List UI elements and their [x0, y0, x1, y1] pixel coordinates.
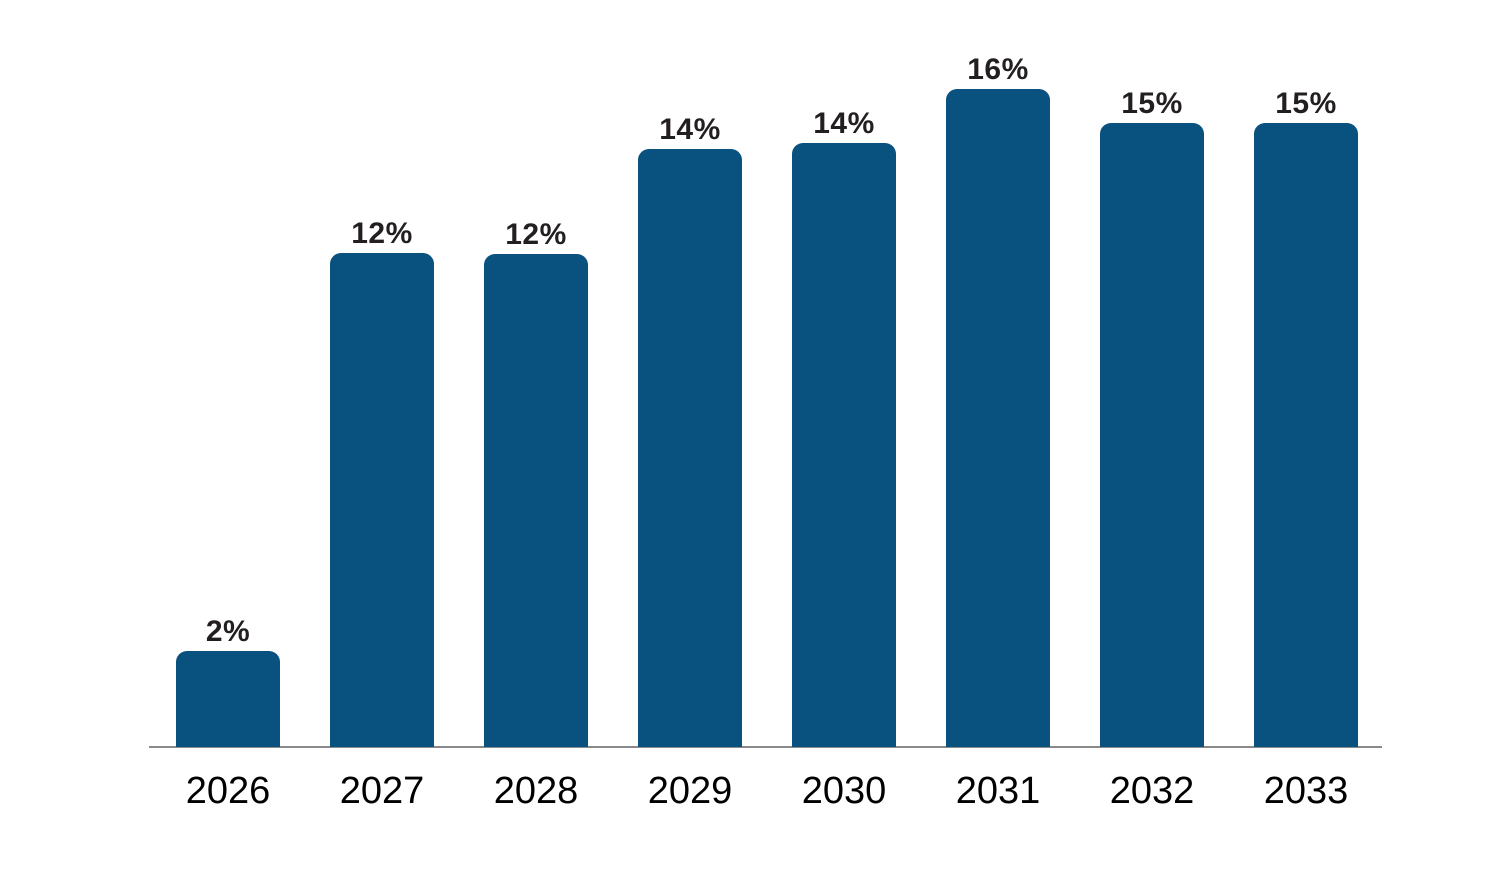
bar [792, 143, 896, 747]
x-axis-tick-label: 2030 [801, 770, 887, 812]
bar [176, 651, 280, 747]
bar-value-label: 12% [505, 218, 567, 251]
bar [1254, 123, 1358, 747]
bar-value-label: 2% [205, 615, 251, 648]
x-axis-tick-label: 2027 [339, 770, 425, 812]
x-axis-tick-label: 2029 [647, 770, 733, 812]
x-axis-tick-label: 2033 [1263, 770, 1349, 812]
x-axis-line [149, 746, 1382, 748]
bar [330, 253, 434, 747]
bar-value-label: 14% [813, 107, 875, 140]
x-axis-tick-label: 2028 [493, 770, 579, 812]
bar-value-label: 15% [1121, 87, 1183, 120]
x-axis-tick-label: 2032 [1109, 770, 1195, 812]
bar [1100, 123, 1204, 747]
x-axis-tick-label: 2026 [185, 770, 271, 812]
bar-value-label: 14% [659, 113, 721, 146]
bar [638, 149, 742, 747]
bar-value-label: 16% [967, 53, 1029, 86]
bar [484, 254, 588, 747]
bar-value-label: 12% [351, 217, 413, 250]
bar [946, 89, 1050, 747]
x-axis-tick-label: 2031 [955, 770, 1041, 812]
bar-value-label: 15% [1275, 87, 1337, 120]
